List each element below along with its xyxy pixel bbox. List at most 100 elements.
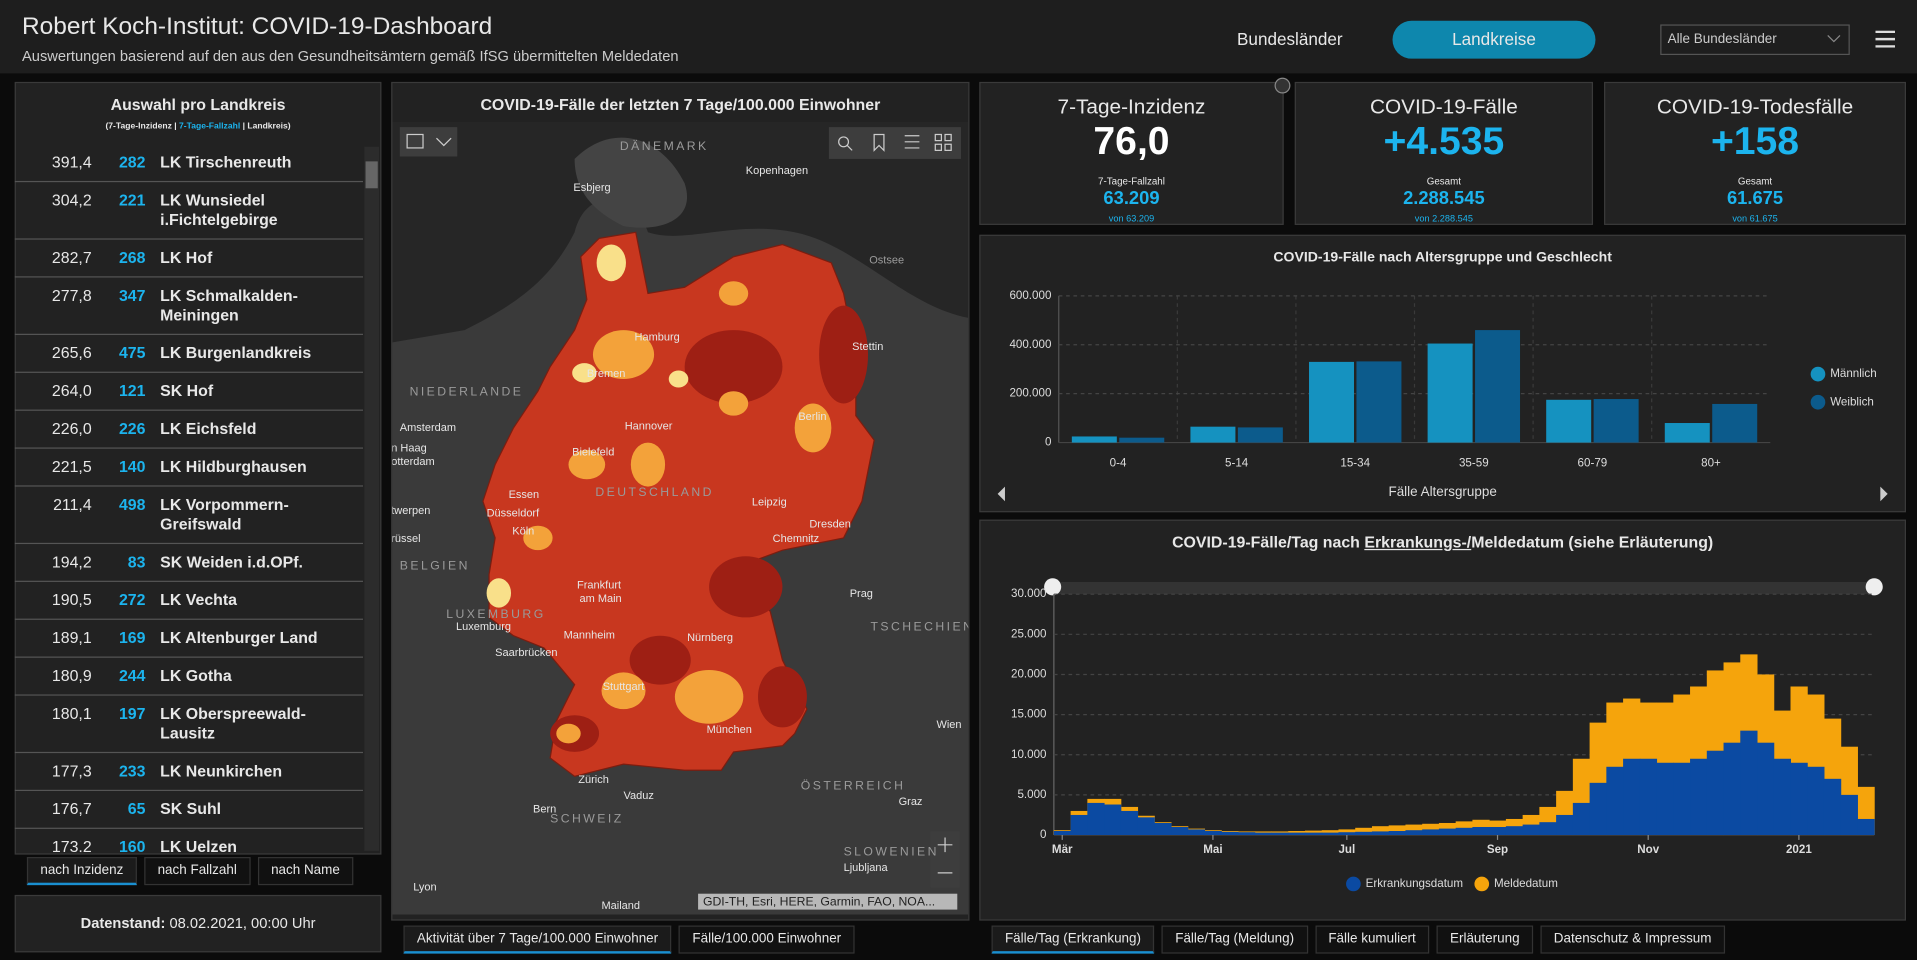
bar	[1087, 802, 1105, 836]
map-label: ÖSTERREICH	[801, 778, 906, 792]
bar	[1740, 730, 1758, 836]
slider-handle[interactable]	[1044, 578, 1062, 596]
list-row[interactable]: 190,5 272 LK Vechta	[14, 582, 364, 620]
incidence: 277,8	[51, 286, 92, 305]
bar	[1288, 832, 1306, 836]
tab-button[interactable]: Fälle/Tag (Meldung)	[1161, 925, 1308, 954]
incidence: 391,4	[51, 152, 92, 172]
map-label: DÄNEMARK	[620, 139, 709, 153]
map-tool-icon	[406, 133, 424, 149]
bar	[1119, 437, 1165, 443]
map-label: Mailand	[602, 900, 641, 912]
tab-button[interactable]: nach Name	[257, 857, 354, 886]
slider-handle[interactable]	[1865, 578, 1883, 596]
district-name: LK Schmalkalden-Meiningen	[160, 286, 298, 324]
incidence: 304,2	[51, 190, 92, 210]
list-row[interactable]: 304,2 221 LK Wunsiedel i.Fichtelgebirge	[14, 182, 364, 240]
bar	[1475, 330, 1521, 443]
incidence: 282,7	[51, 248, 92, 267]
daily-chart-title: COVID-19-Fälle/Tag nach Erkrankungs-/Mel…	[979, 533, 1906, 551]
list-row[interactable]: 177,3 233 LK Neunkirchen	[14, 753, 364, 792]
map-label: otterdam	[391, 456, 434, 468]
list-row[interactable]: 226,0 226 LK Eichsfeld	[14, 411, 364, 449]
district-name: LK Vechta	[160, 590, 238, 609]
tab-button[interactable]: Fälle/100.000 Einwohner	[678, 925, 855, 954]
tab-button[interactable]: Fälle kumuliert	[1314, 925, 1430, 954]
scrollbar[interactable]	[364, 146, 379, 851]
map-toolbar[interactable]	[828, 127, 961, 159]
kpi-sub-label: Gesamt	[1426, 176, 1461, 188]
map-label: Chemnitz	[773, 533, 819, 545]
map-label: Kopenhagen	[746, 165, 808, 177]
tab-button[interactable]: nach Fallzahl	[144, 857, 251, 886]
region-dropdown[interactable]: Alle Bundesländer	[1660, 24, 1850, 56]
district-name: LK Tirschenreuth	[160, 152, 292, 172]
x-tick-label: 5-14	[1225, 456, 1249, 469]
tab-button[interactable]: Fälle/Tag (Erkrankung)	[991, 925, 1155, 954]
map-label: BELGIEN	[400, 558, 470, 572]
list-row[interactable]: 180,9 244 LK Gotha	[14, 658, 364, 696]
list-row[interactable]: 173,2 160 LK Uelzen	[15, 829, 363, 852]
bar	[1773, 758, 1791, 836]
title-link[interactable]: Erkrankungs-/	[1364, 533, 1472, 552]
x-tick-label: 0-4	[1110, 456, 1127, 469]
list-row[interactable]: 282,7 268 LK Hof	[14, 240, 364, 278]
tab-button[interactable]: Erläuterung	[1436, 925, 1534, 954]
list-row[interactable]: 221,5 140 LK Hildburghausen	[14, 449, 364, 487]
bar	[1204, 831, 1222, 836]
bar	[1790, 762, 1808, 836]
list-row[interactable]: 264,0 121 SK Hof	[14, 373, 364, 411]
tab-button[interactable]: Aktivität über 7 Tage/100.000 Einwohner	[403, 925, 672, 954]
expand-icon[interactable]	[1274, 77, 1291, 94]
bar	[1254, 832, 1272, 836]
map-label: Stuttgart	[603, 681, 645, 693]
kpi-value: 76,0	[1093, 118, 1170, 163]
list-row[interactable]: 391,4 282 LK Tirschenreuth	[14, 144, 364, 183]
incidence: 176,7	[51, 799, 92, 818]
bar	[1712, 403, 1758, 443]
kpi-card: COVID-19-Todesfälle +158 Gesamt 61.675 von 6…	[1604, 81, 1907, 225]
map-label: Ostsee	[869, 254, 904, 266]
kpi-sub-label: 7-Tage-Fallzahl	[1098, 176, 1165, 188]
x-tick-label: Mär	[1052, 843, 1073, 856]
bar	[1371, 831, 1390, 836]
tab-button[interactable]: nach Inzidenz	[26, 857, 137, 886]
tab-button[interactable]: Datenschutz & Impressum	[1540, 925, 1725, 954]
legend-part: (7-Tage-Inzidenz |	[105, 122, 177, 131]
legend-label: Weiblich	[1830, 395, 1874, 408]
map-label: Zürich	[578, 774, 609, 786]
nav-button[interactable]: Bundesländer	[1237, 29, 1343, 49]
map-label: NIEDERLANDE	[410, 385, 524, 399]
nav-button-active[interactable]: Landkreise	[1392, 20, 1596, 59]
bar	[1388, 825, 1406, 836]
map-labels: DÄNEMARK Kopenhagen Esbjerg Ostsee Hamburg St…	[391, 139, 974, 912]
list-row[interactable]: 265,6 475 LK Burgenlandkreis	[14, 335, 364, 373]
list-row[interactable]: 189,1 169 LK Altenburger Land	[14, 620, 364, 658]
list-legend: (7-Tage-Inzidenz | 7-Tage-Fallzahl | Lan…	[15, 122, 382, 131]
list-row[interactable]: 277,8 347 LK Schmalkalden-Meiningen	[14, 278, 364, 335]
list-row[interactable]: 194,2 83 SK Weiden i.d.OPf.	[14, 544, 364, 582]
list-row[interactable]: 180,1 197 LK Oberspreewald-Lausitz	[14, 696, 364, 754]
map-tool[interactable]	[399, 127, 458, 157]
list-row[interactable]: 176,7 65 SK Suhl	[14, 791, 364, 829]
bar	[1857, 818, 1875, 836]
incidence: 177,3	[51, 761, 92, 781]
scroll-thumb[interactable]	[365, 161, 378, 189]
range-slider[interactable]	[1053, 581, 1875, 595]
map-tabs: Aktivität über 7 Tage/100.000 Einwohner F…	[403, 925, 855, 954]
x-tick-label: 35-59	[1459, 456, 1489, 469]
list-row[interactable]: 211,4 498 LK Vorpommern-Greifswald	[14, 487, 364, 545]
header-title: Robert Koch-Institut: COVID-19-Dashboard	[22, 13, 493, 41]
menu-icon[interactable]	[1875, 30, 1895, 48]
daily-tabs: Fälle/Tag (Erkrankung) Fälle/Tag (Meldung…	[991, 925, 1725, 954]
date-panel: Datenstand: 08.02.2021, 00:00 Uhr	[14, 894, 382, 953]
map-label: Berlin	[798, 411, 826, 423]
map-label: Leipzig	[752, 496, 787, 508]
bar	[1104, 804, 1122, 836]
bar	[1388, 831, 1406, 836]
x-tick-label: 2021	[1786, 843, 1812, 856]
x-axis-label: Fälle Altersgruppe	[1388, 484, 1496, 499]
bar	[1589, 782, 1607, 836]
map-label: TSCHECHIEN	[870, 619, 974, 633]
